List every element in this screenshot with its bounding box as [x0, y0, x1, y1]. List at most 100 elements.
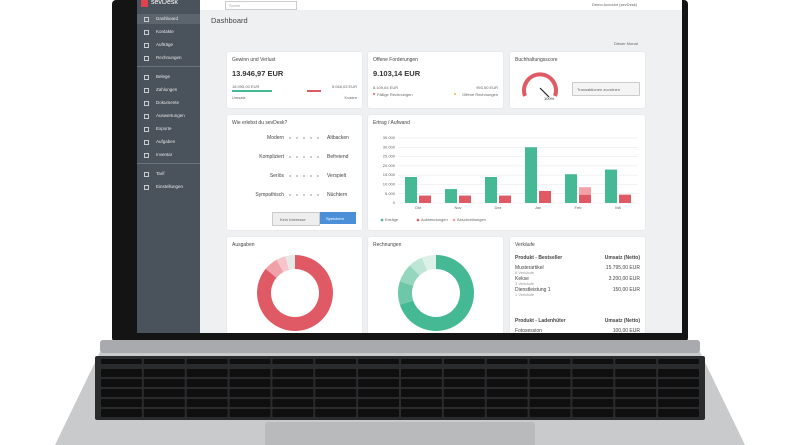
nav-item[interactable]: Einstellungen	[156, 184, 184, 189]
survey-option[interactable]	[317, 156, 319, 158]
key	[572, 399, 614, 407]
nav-item[interactable]: Exporte	[156, 126, 172, 131]
survey-option[interactable]	[310, 194, 312, 196]
survey-option[interactable]	[317, 175, 319, 177]
legend-label: Erträge	[385, 217, 399, 222]
donut-segment	[399, 255, 474, 331]
save-button[interactable]: Speichern	[320, 212, 356, 224]
survey-option[interactable]	[303, 194, 305, 196]
survey-option[interactable]	[296, 156, 298, 158]
y-tick-label: 5.000	[385, 191, 396, 196]
score-button[interactable]: Transaktionen zuordnen	[572, 82, 640, 96]
x-tick-label: Dez	[494, 205, 501, 210]
donut-segment	[409, 257, 428, 276]
nav-icon	[144, 152, 149, 158]
nav-active	[137, 14, 200, 24]
y-tick-label: 20.000	[383, 163, 396, 168]
nav: Dashboard Kontakte Aufträge Rechnungen Beleg…	[137, 0, 200, 333]
key	[486, 399, 528, 407]
legend-marker	[416, 218, 420, 222]
product-value: 3.200,00 EUR	[608, 276, 640, 282]
key	[529, 379, 571, 387]
key	[658, 379, 699, 387]
key	[401, 399, 442, 407]
survey-right: Nüchtern	[327, 192, 348, 198]
key	[143, 379, 185, 387]
table-header: Produkt - Ladenhüter	[515, 318, 566, 324]
nav-divider	[137, 163, 200, 164]
key	[486, 369, 528, 377]
product-name: Dienstleistung 1	[515, 287, 551, 293]
survey-option[interactable]	[296, 175, 298, 177]
key	[186, 399, 228, 407]
nav-item[interactable]: Belege	[156, 74, 171, 79]
brand: sevDesk	[151, 0, 178, 6]
nav-item[interactable]: Zahlungen	[156, 87, 178, 92]
faellig-dot	[373, 93, 375, 95]
key	[401, 369, 442, 377]
nav-item[interactable]: Kontakte	[156, 29, 174, 34]
bar	[485, 177, 497, 203]
key	[186, 359, 228, 364]
survey-right: Befreiend	[327, 154, 349, 160]
survey-left: Sympathisch	[255, 192, 284, 198]
survey-option[interactable]	[289, 156, 291, 158]
nav-item[interactable]: Auswertungen	[156, 113, 185, 118]
kosten-value: 5.048,03 EUR	[331, 84, 357, 89]
keyboard-well	[95, 356, 705, 420]
survey-option[interactable]	[317, 194, 319, 196]
survey-option[interactable]	[303, 156, 305, 158]
key	[358, 389, 399, 397]
key	[143, 399, 185, 407]
button-label: Speichern	[326, 215, 345, 221]
survey-right: Verspielt	[327, 173, 347, 179]
x-tick-label: Nov	[454, 205, 461, 210]
nav-item[interactable]: Dashboard	[156, 16, 179, 21]
survey-option[interactable]	[289, 137, 291, 139]
skip-button[interactable]: Kein Interesse	[272, 212, 320, 226]
key	[486, 389, 528, 397]
hinge	[100, 340, 700, 353]
x-tick-label: Jan	[535, 205, 541, 210]
key	[101, 359, 142, 364]
survey-right: Altbacken	[327, 135, 349, 141]
period[interactable]: Dieser Monat	[614, 41, 638, 46]
nav-item[interactable]: Aufträge	[156, 42, 174, 47]
sidebar: sevDesk Dashboard Kontakte Aufträge Rechnun…	[137, 0, 200, 333]
nav-item[interactable]: Rechnungen	[156, 55, 182, 60]
nav-item[interactable]: Inventar	[156, 152, 173, 157]
legend-marker	[380, 218, 384, 222]
survey-option[interactable]	[289, 175, 291, 177]
survey-option[interactable]	[310, 137, 312, 139]
survey-option[interactable]	[296, 194, 298, 196]
bar-segment	[539, 190, 551, 203]
survey-option[interactable]	[296, 137, 298, 139]
nav-icon	[144, 16, 149, 22]
legend-marker	[452, 218, 456, 222]
nav-item[interactable]: Tarif	[156, 171, 165, 176]
card-title: Rechnungen	[373, 242, 402, 248]
faellig-label: Fällige Rechnungen	[377, 91, 413, 97]
survey-option[interactable]	[303, 175, 305, 177]
key	[615, 399, 657, 407]
search-box[interactable]: Suche	[225, 1, 297, 10]
nav-item[interactable]: Aufgaben	[156, 139, 176, 144]
survey-option[interactable]	[310, 175, 312, 177]
card-title: Wie erlebst du sevDesk?	[232, 120, 288, 126]
key	[101, 379, 142, 387]
key	[401, 409, 442, 417]
survey-option[interactable]	[303, 137, 305, 139]
key	[315, 389, 357, 397]
survey-option[interactable]	[289, 194, 291, 196]
nav-item[interactable]: Dokumente	[156, 100, 180, 105]
survey-option[interactable]	[310, 156, 312, 158]
nav-icon	[144, 100, 149, 106]
account[interactable]: Demo Account (sevDesk)	[592, 2, 638, 7]
key	[572, 389, 614, 397]
nav-icon	[144, 171, 149, 177]
key	[358, 379, 399, 387]
key	[443, 409, 485, 417]
key	[272, 409, 314, 417]
product-value: 150,00 EUR	[612, 287, 640, 293]
survey-option[interactable]	[317, 137, 319, 139]
